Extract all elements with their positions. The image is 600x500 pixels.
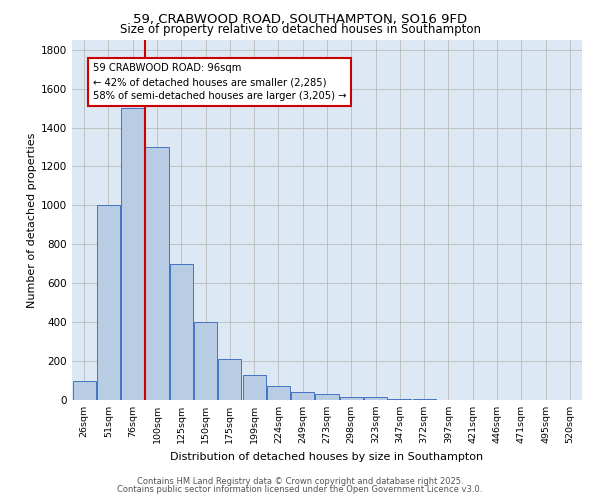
Bar — [413, 399, 436, 400]
Bar — [218, 359, 241, 400]
Bar — [121, 108, 144, 400]
Bar — [97, 206, 120, 400]
Bar — [242, 374, 266, 400]
Bar — [73, 380, 95, 400]
Bar — [388, 399, 412, 400]
Text: Contains public sector information licensed under the Open Government Licence v3: Contains public sector information licen… — [118, 485, 482, 494]
Bar — [145, 147, 169, 400]
Y-axis label: Number of detached properties: Number of detached properties — [27, 132, 37, 308]
Bar — [267, 386, 290, 400]
Bar — [170, 264, 193, 400]
Bar — [364, 397, 387, 400]
Bar — [291, 392, 314, 400]
Text: 59 CRABWOOD ROAD: 96sqm
← 42% of detached houses are smaller (2,285)
58% of semi: 59 CRABWOOD ROAD: 96sqm ← 42% of detache… — [92, 64, 346, 102]
Text: 59, CRABWOOD ROAD, SOUTHAMPTON, SO16 9FD: 59, CRABWOOD ROAD, SOUTHAMPTON, SO16 9FD — [133, 12, 467, 26]
Bar — [194, 322, 217, 400]
Text: Contains HM Land Registry data © Crown copyright and database right 2025.: Contains HM Land Registry data © Crown c… — [137, 477, 463, 486]
Bar — [316, 394, 338, 400]
Bar — [340, 397, 363, 400]
Text: Size of property relative to detached houses in Southampton: Size of property relative to detached ho… — [119, 22, 481, 36]
X-axis label: Distribution of detached houses by size in Southampton: Distribution of detached houses by size … — [170, 452, 484, 462]
